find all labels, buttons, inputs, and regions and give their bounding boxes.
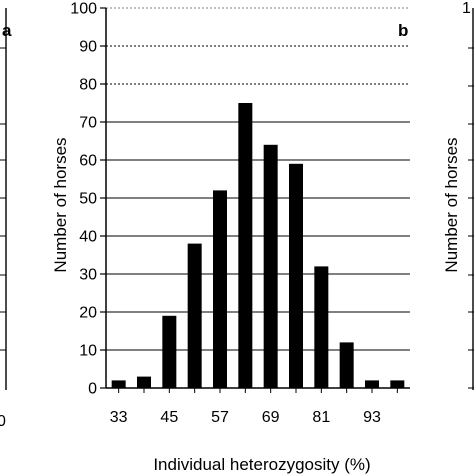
bar-45 — [162, 315, 177, 388]
axes — [100, 7, 410, 393]
bar-75 — [289, 163, 303, 388]
bar-81 — [314, 266, 329, 388]
right-panel-fragment — [468, 8, 474, 390]
x-axis-title: Individual heterozygosity (%) — [153, 455, 370, 474]
x-tick-label-57: 57 — [211, 409, 229, 426]
bar-57 — [213, 190, 227, 388]
y-tick-label-40: 40 — [79, 229, 97, 246]
panel-letter: b — [398, 21, 408, 40]
left-panel-fragment — [0, 8, 7, 390]
bar-93 — [365, 380, 379, 388]
y-axis-title: Number of horses — [51, 137, 70, 272]
right-panel-partial-tick: 1 — [462, 0, 471, 17]
x-tick-label-69: 69 — [262, 409, 280, 426]
bar-39 — [137, 376, 151, 388]
bar-87 — [339, 342, 354, 388]
y-tick-labels: 0 10 20 30 40 50 60 70 80 90 100 — [70, 1, 97, 398]
bar-51 — [187, 243, 202, 388]
grid-lines — [106, 7, 410, 351]
x-tick-labels: 33 45 57 69 81 93 — [110, 409, 381, 426]
y-tick-label-10: 10 — [79, 343, 97, 360]
y-tick-label-20: 20 — [79, 305, 97, 322]
left-panel-partial-tick: 0 — [0, 413, 6, 430]
y-tick-label-0: 0 — [88, 381, 97, 398]
x-tick-label-81: 81 — [312, 409, 330, 426]
bar-99 — [390, 380, 405, 388]
y-tick-label-70: 70 — [79, 115, 97, 132]
y-tick-label-60: 60 — [79, 153, 97, 170]
bar-63 — [238, 103, 253, 388]
x-tick-label-93: 93 — [363, 409, 381, 426]
right-panel-y-axis-title: Number of horses — [442, 137, 461, 272]
left-panel-letter: a — [2, 21, 12, 40]
y-tick-label-80: 80 — [79, 77, 97, 94]
x-tick-label-45: 45 — [160, 409, 178, 426]
x-tick-label-33: 33 — [110, 409, 128, 426]
y-tick-label-100: 100 — [70, 1, 97, 18]
y-tick-label-50: 50 — [79, 191, 97, 208]
y-tick-label-30: 30 — [79, 267, 97, 284]
y-tick-label-90: 90 — [79, 39, 97, 56]
bar-69 — [263, 144, 278, 388]
bars — [111, 103, 405, 388]
bar-33 — [111, 380, 126, 388]
